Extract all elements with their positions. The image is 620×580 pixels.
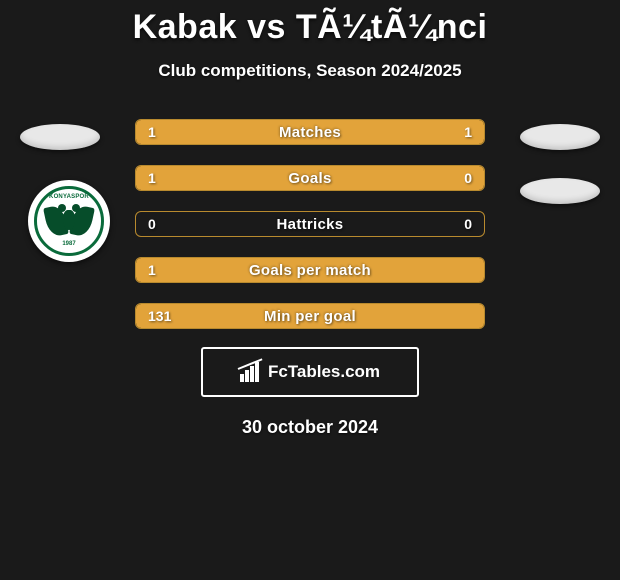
- subtitle: Club competitions, Season 2024/2025: [0, 61, 620, 81]
- date-label: 30 october 2024: [0, 417, 620, 438]
- stat-label: Matches: [136, 120, 484, 144]
- page-title: Kabak vs TÃ¼tÃ¼nci: [0, 0, 620, 47]
- stat-row: 10Goals: [135, 165, 485, 191]
- stat-row: 11Matches: [135, 119, 485, 145]
- chart-icon: [240, 362, 262, 382]
- source-badge-text: FcTables.com: [268, 362, 380, 382]
- source-badge: FcTables.com: [201, 347, 419, 397]
- stat-row: 00Hattricks: [135, 211, 485, 237]
- stat-label: Hattricks: [136, 212, 484, 236]
- comparison-card: Kabak vs TÃ¼tÃ¼nci Club competitions, Se…: [0, 0, 620, 580]
- stat-label: Goals per match: [136, 258, 484, 282]
- stat-label: Goals: [136, 166, 484, 190]
- stats-list: 11Matches 10Goals 00Hattricks 1Goals per ma…: [0, 119, 620, 329]
- stat-row: 1Goals per match: [135, 257, 485, 283]
- stat-label: Min per goal: [136, 304, 484, 328]
- stat-row: 131Min per goal: [135, 303, 485, 329]
